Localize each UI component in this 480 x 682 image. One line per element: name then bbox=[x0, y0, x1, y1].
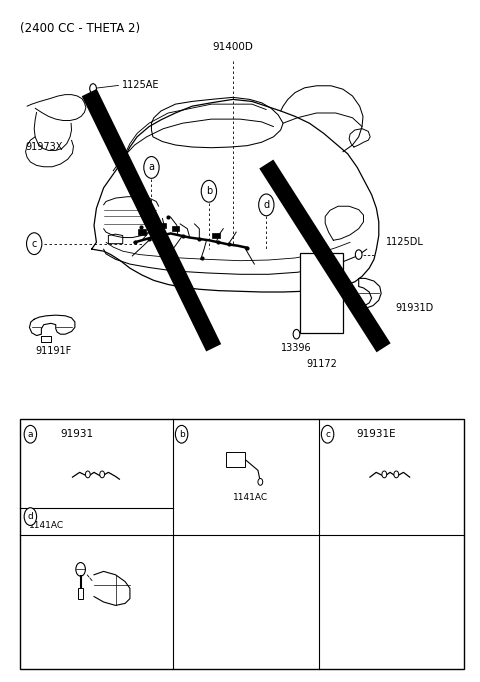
Text: 91400D: 91400D bbox=[212, 42, 253, 52]
Text: 1141AC: 1141AC bbox=[233, 493, 268, 502]
Bar bbox=[171, 226, 179, 231]
Bar bbox=[212, 233, 220, 238]
Circle shape bbox=[382, 471, 387, 478]
Text: 91931D: 91931D bbox=[396, 303, 434, 313]
Text: (2400 CC - THETA 2): (2400 CC - THETA 2) bbox=[20, 23, 140, 35]
Circle shape bbox=[24, 508, 36, 525]
Bar bbox=[78, 589, 84, 599]
Bar bbox=[20, 419, 464, 669]
Circle shape bbox=[100, 471, 105, 478]
Text: 91931: 91931 bbox=[60, 429, 94, 439]
Circle shape bbox=[76, 563, 85, 576]
Text: 13396: 13396 bbox=[281, 343, 312, 353]
Text: 91931E: 91931E bbox=[357, 429, 396, 439]
Text: 91191F: 91191F bbox=[35, 346, 72, 357]
Text: 91172: 91172 bbox=[306, 359, 337, 369]
Text: d: d bbox=[27, 512, 33, 521]
Circle shape bbox=[26, 233, 42, 254]
Text: c: c bbox=[325, 430, 330, 439]
Circle shape bbox=[24, 426, 36, 443]
Text: b: b bbox=[179, 430, 184, 439]
Text: b: b bbox=[206, 186, 212, 196]
Text: 1125AE: 1125AE bbox=[122, 80, 159, 90]
Bar bbox=[226, 452, 245, 467]
Circle shape bbox=[322, 426, 334, 443]
Circle shape bbox=[90, 84, 96, 93]
Text: d: d bbox=[263, 200, 269, 210]
Bar bbox=[138, 229, 146, 235]
Circle shape bbox=[144, 157, 159, 178]
Circle shape bbox=[85, 471, 90, 478]
Circle shape bbox=[259, 194, 274, 216]
Text: 1125DL: 1125DL bbox=[386, 237, 424, 247]
Circle shape bbox=[394, 471, 399, 478]
Text: 91973X: 91973X bbox=[25, 142, 62, 151]
Circle shape bbox=[201, 180, 216, 202]
Circle shape bbox=[258, 479, 263, 486]
Bar bbox=[158, 222, 166, 228]
Text: c: c bbox=[32, 239, 37, 249]
Circle shape bbox=[293, 329, 300, 339]
Bar bbox=[300, 252, 343, 333]
Text: a: a bbox=[28, 430, 33, 439]
Circle shape bbox=[355, 250, 362, 259]
Circle shape bbox=[175, 426, 188, 443]
Text: a: a bbox=[148, 162, 155, 173]
Text: 1141AC: 1141AC bbox=[28, 521, 63, 531]
